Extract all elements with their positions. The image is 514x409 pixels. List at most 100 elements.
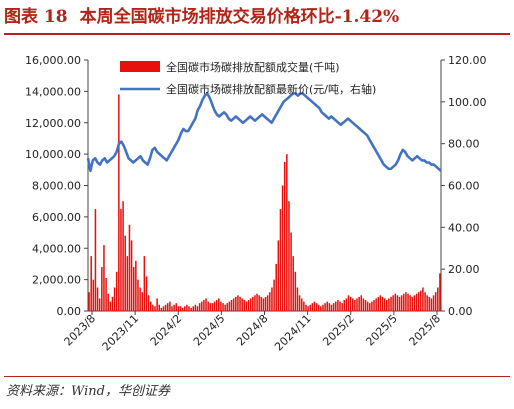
left-tick-label: 6,000.00 [32, 211, 81, 224]
volume-bar [198, 303, 201, 311]
volume-bar [266, 295, 269, 311]
volume-bar [366, 301, 369, 311]
volume-bar [290, 232, 292, 311]
volume-bar [409, 295, 411, 311]
volume-bar [313, 301, 316, 311]
volume-bar [277, 240, 280, 311]
volume-bar [390, 296, 392, 311]
x-tick-label: 2024/2 [148, 312, 185, 349]
volume-bar [386, 300, 388, 311]
volume-bar [341, 303, 343, 311]
volume-bar [439, 273, 441, 311]
volume-bar [226, 303, 229, 311]
title-rule [4, 33, 510, 35]
volume-bar [264, 296, 267, 311]
volume-bar [139, 287, 141, 311]
volume-bar [126, 256, 129, 311]
volume-bar [160, 307, 163, 311]
volume-bar [241, 298, 243, 311]
volume-bar [305, 304, 307, 311]
x-tick-label: 2024/11 [272, 312, 314, 354]
volume-bar [328, 303, 331, 311]
volume-bar [317, 304, 320, 311]
volume-bar [94, 209, 97, 311]
volume-bar [405, 292, 407, 311]
volume-bar [371, 301, 373, 311]
volume-bar [383, 298, 386, 311]
volume-bar [307, 306, 309, 311]
volume-bar [196, 306, 199, 311]
figure-title-text: 本周全国碳市场排放交易价格环比-1.42% [79, 7, 400, 27]
volume-bar [194, 304, 197, 311]
volume-bar [298, 295, 301, 311]
volume-bar [215, 300, 218, 311]
right-tick-label: 120.00 [448, 54, 487, 67]
volume-bar [411, 296, 414, 311]
x-tick-label: 2023/11 [100, 312, 142, 354]
volume-bar [169, 301, 171, 311]
volume-bar [332, 303, 335, 311]
volume-bar [426, 295, 428, 311]
source-rule [4, 376, 510, 377]
volume-bar [143, 256, 146, 311]
volume-bar [96, 287, 99, 311]
volume-bar [188, 306, 190, 311]
volume-bar [398, 296, 401, 311]
volume-bar [396, 295, 399, 311]
volume-bar [303, 301, 305, 311]
volume-bar [105, 278, 107, 311]
volume-bar [207, 301, 209, 311]
volume-bar [300, 298, 303, 311]
volume-bar [124, 235, 126, 311]
volume-bar [239, 296, 241, 311]
volume-bar [368, 303, 371, 311]
volume-bar [211, 303, 214, 311]
volume-bar [437, 287, 439, 311]
volume-bar [220, 301, 222, 311]
volume-bar [413, 295, 416, 311]
volume-bar [111, 296, 114, 311]
volume-bar [392, 295, 394, 311]
left-tick-label: 14,000.00 [25, 85, 81, 98]
right-tick-label: 40.00 [448, 221, 480, 234]
volume-bar [92, 279, 95, 311]
volume-bar [175, 303, 178, 311]
volume-bar [260, 296, 263, 311]
x-tick-label: 2025/5 [363, 312, 400, 349]
volume-bar [428, 296, 431, 311]
volume-bar [135, 260, 137, 311]
volume-bar [360, 295, 363, 311]
volume-bar [209, 303, 212, 311]
volume-bar [430, 298, 433, 311]
volume-bar [252, 296, 254, 311]
volume-bar [107, 293, 109, 311]
volume-bar [156, 298, 158, 311]
volume-bar [88, 292, 90, 311]
left-tick-label: 16,000.00 [25, 54, 81, 67]
volume-bar [224, 304, 226, 311]
volume-bar [256, 293, 258, 311]
volume-bar [379, 295, 382, 311]
legend-bar-label: 全国碳市场碳排放配额成交量(千吨) [166, 60, 340, 74]
left-tick-label: 8,000.00 [32, 180, 81, 193]
volume-bar [320, 306, 322, 311]
volume-bar [230, 300, 233, 311]
volume-bar [279, 209, 282, 311]
volume-bar [375, 298, 377, 311]
volume-bar [294, 271, 297, 311]
x-tick-label: 2024/8 [234, 312, 271, 349]
volume-bar [296, 287, 299, 311]
volume-bar [309, 304, 311, 311]
volume-bar [292, 256, 294, 311]
left-tick-label: 10,000.00 [25, 148, 81, 161]
right-tick-label: 0.00 [448, 305, 473, 318]
volume-bar [400, 295, 403, 311]
volume-bar [115, 271, 118, 311]
volume-bar [381, 296, 384, 311]
volume-bar [164, 304, 167, 311]
left-tick-label: 12,000.00 [25, 117, 81, 130]
volume-bar [311, 303, 314, 311]
volume-bar [118, 94, 120, 311]
volume-bar [154, 306, 156, 311]
volume-bar [103, 245, 105, 311]
